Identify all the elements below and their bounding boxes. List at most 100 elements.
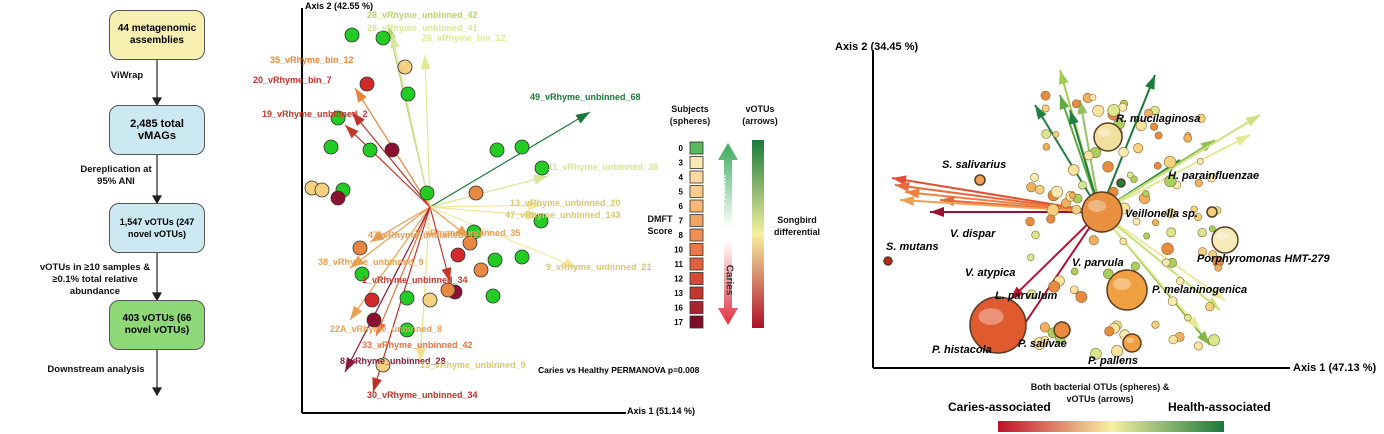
otu-sphere (1069, 191, 1076, 199)
otu-sphere (1081, 191, 1123, 233)
arrowhead (151, 387, 163, 397)
otu-sphere (1041, 104, 1050, 113)
arrow-label: 22A_vRhyme_unbinned_8 (330, 324, 442, 334)
dmft-swatch (689, 301, 704, 314)
arrowhead (900, 195, 915, 206)
vector-arrow (429, 206, 541, 217)
otu-sphere (1075, 291, 1088, 303)
taxon-label: V. parvula (1072, 257, 1124, 269)
taxon-label: L. parvulum (995, 290, 1058, 302)
arrowhead (455, 225, 470, 238)
vector-arrow (349, 206, 431, 321)
arrow-label: 11_vRhyme_unbinned_38 (548, 162, 658, 172)
axis-label: Axis 1 (47.13 %) (1293, 362, 1376, 374)
subject-sphere (514, 249, 530, 265)
vector-arrow (1099, 211, 1226, 301)
arrow-label: 47_vRhyme_unbinned_143 (505, 210, 621, 220)
arrowhead (345, 125, 359, 139)
arrowhead (1010, 286, 1024, 300)
dmft-swatch (689, 286, 704, 300)
dmft-swatch (689, 185, 704, 198)
arrowhead (533, 174, 548, 185)
otu-sphere (1142, 190, 1150, 198)
otu-sphere (1071, 204, 1082, 215)
dmft-score: 17 (674, 318, 683, 327)
taxon-label: S. mutans (886, 241, 939, 253)
vector-arrow (424, 54, 431, 208)
arrowhead (390, 34, 400, 49)
arrowhead (930, 207, 944, 217)
dmft-score: 4 (679, 173, 684, 182)
arrowhead (441, 267, 452, 282)
sphere-highlight (1215, 232, 1228, 241)
taxon-label: V. dispar (950, 228, 996, 240)
otu-sphere (1070, 267, 1079, 276)
otu-sphere (1206, 206, 1218, 218)
dmft-swatch (689, 170, 704, 184)
dmft-swatch (689, 141, 704, 155)
arrowhead (345, 357, 356, 372)
otu-sphere (969, 296, 1027, 354)
votu-biplot: 28_vRhyme_unbinned_42 26_vRhyme_unbinned_… (253, 10, 658, 400)
otu-sphere (1190, 205, 1198, 213)
vector-arrow (1014, 211, 1101, 339)
otu-sphere (1089, 93, 1097, 101)
subject-sphere (468, 185, 484, 201)
dmft-swatch (689, 257, 704, 271)
dmft-legend: 0 3 4 5 6 7 8 10 11 12 13 16 17 (674, 141, 704, 329)
arrow-label: 47_vRhyme_unbinned_127 (368, 230, 484, 240)
arrow-label: 26_vRhyme_bin_12 (422, 33, 506, 43)
taxon-label: Porphyromonas HMT-279 (1197, 253, 1331, 265)
vector-arrow (429, 206, 579, 269)
arrow-label: 20_vRhyme_bin_7 (253, 75, 332, 85)
otu-sphere (1030, 173, 1039, 182)
otu-sphere (1103, 268, 1114, 280)
otu-sphere (1027, 253, 1035, 261)
arrowhead (151, 195, 163, 205)
arrowhead (1059, 95, 1070, 110)
arrowhead (151, 292, 163, 302)
arrowhead (1235, 135, 1250, 146)
vector-arrow (349, 206, 431, 269)
arrow-label: 35_vRhyme_bin_12 (270, 55, 354, 65)
otu-sphere (1083, 150, 1094, 161)
subject-sphere (352, 240, 368, 256)
dmft-score: 13 (674, 289, 683, 298)
arrowhead (1187, 316, 1200, 330)
taxon-label: V. atypica (965, 267, 1015, 279)
subject-sphere (487, 252, 503, 268)
dmft-score: 6 (679, 202, 684, 211)
subject-sphere (533, 213, 549, 229)
dmft-swatch (689, 156, 704, 169)
arrowhead (1197, 331, 1210, 345)
otu-sphere (1041, 336, 1050, 345)
otu-sphere (1041, 129, 1051, 139)
sphere-highlight (1113, 278, 1131, 290)
subject-sphere (364, 292, 380, 308)
otu-sphere (1163, 155, 1177, 169)
otu-sphere (1214, 264, 1222, 272)
otu-sphere (1167, 296, 1178, 307)
arrowhead (527, 200, 542, 211)
otu-sphere (1068, 164, 1080, 176)
arrowhead (1058, 70, 1069, 85)
otu-sphere (1197, 247, 1207, 257)
sphere-highlight (1125, 337, 1134, 343)
taxon-label: P. salivae (1018, 338, 1067, 350)
flow-edge-label: ViWrap (110, 70, 144, 81)
otu-sphere (1090, 348, 1102, 360)
legend-right: Health-associated (1168, 400, 1271, 414)
dmft-score: 11 (675, 260, 684, 269)
otu-sphere (1040, 90, 1051, 101)
legend-title: DMFT Score (647, 214, 673, 236)
otu-sphere (1048, 280, 1061, 293)
otu-sphere (1151, 219, 1160, 227)
arrowhead (355, 88, 367, 103)
vector-arrow (1099, 74, 1156, 213)
subject-sphere (375, 30, 391, 46)
otu-biplot: R. mucilaginosa H. parainfluenzae S. saliv… (883, 69, 1331, 367)
otu-sphere (1133, 143, 1144, 154)
subject-sphere (354, 266, 370, 282)
caries-label: Caries (723, 265, 734, 296)
otu-sphere (883, 256, 893, 266)
